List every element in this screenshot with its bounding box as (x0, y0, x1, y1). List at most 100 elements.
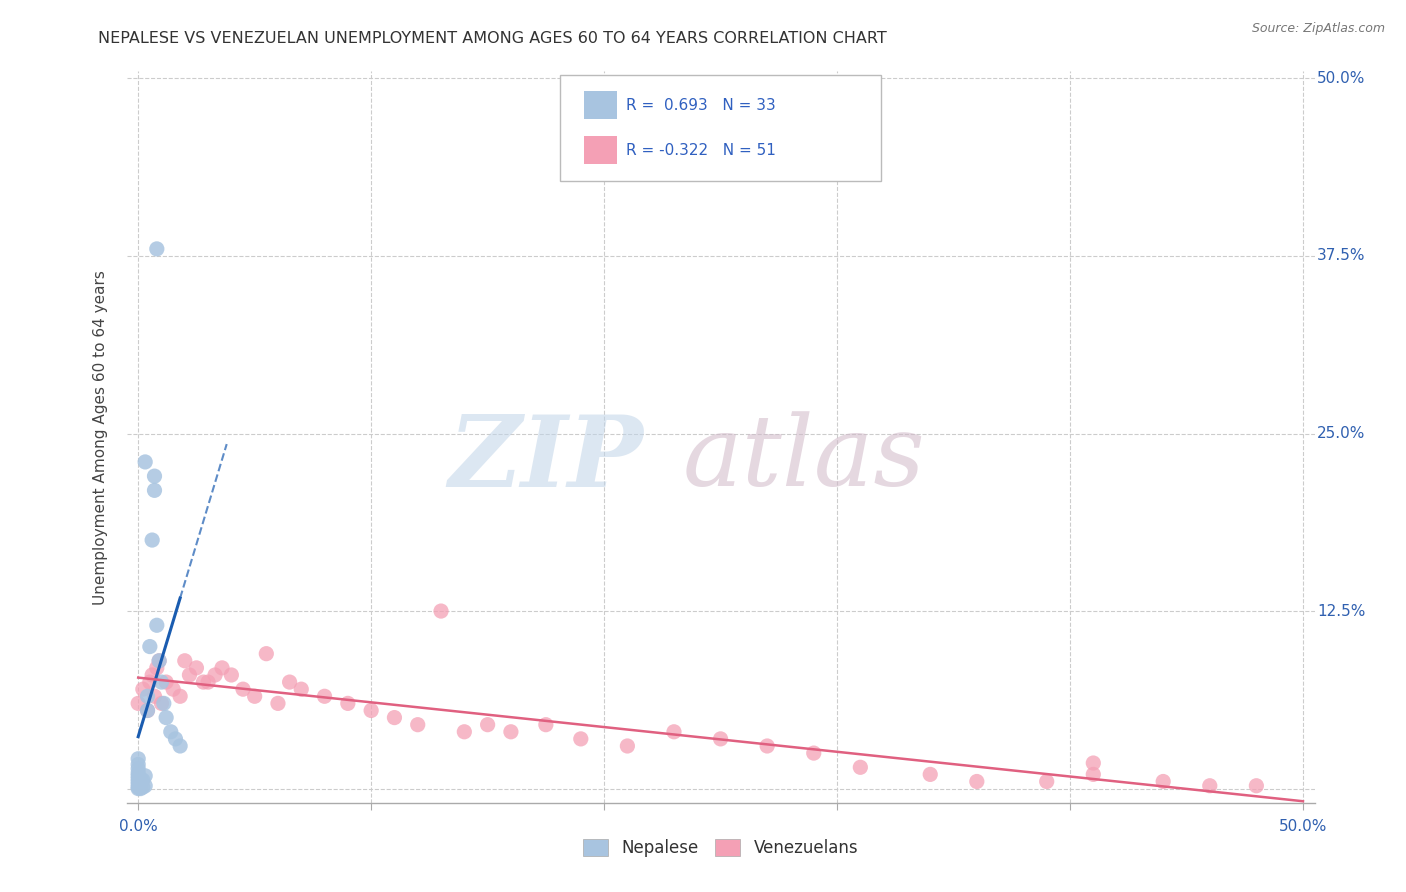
Point (129, 776, 152, 790)
Point (197, 675, 219, 690)
Point (569, 731, 592, 746)
Point (920, 767, 942, 781)
Point (662, 724, 685, 739)
Point (134, 455, 156, 469)
Point (221, 668, 243, 682)
Point (710, 731, 733, 746)
Point (616, 739, 638, 753)
Point (150, 697, 173, 711)
Point (966, 774, 988, 789)
Point (155, 675, 177, 690)
Point (148, 654, 170, 668)
Text: 50.0%: 50.0% (1317, 71, 1365, 86)
Point (278, 675, 301, 690)
Point (136, 704, 159, 718)
Point (165, 731, 187, 746)
Point (254, 647, 277, 661)
Text: 50.0%: 50.0% (1279, 819, 1327, 834)
Point (150, 675, 173, 690)
Point (141, 668, 163, 682)
Point (186, 661, 208, 675)
Point (129, 772, 152, 786)
Point (148, 654, 170, 668)
Point (127, 752, 149, 766)
Point (127, 762, 149, 776)
Point (477, 717, 499, 731)
Point (136, 690, 159, 704)
Y-axis label: Unemployment Among Ages 60 to 64 years: Unemployment Among Ages 60 to 64 years (93, 269, 108, 605)
Point (169, 690, 191, 704)
Point (127, 766, 149, 780)
Point (193, 675, 215, 690)
Legend: Nepalese, Venezuelans: Nepalese, Venezuelans (576, 832, 865, 864)
Point (146, 661, 169, 675)
Point (127, 781, 149, 796)
Point (803, 746, 825, 760)
Text: atlas: atlas (682, 411, 925, 507)
Point (1246, 779, 1268, 793)
Text: 25.0%: 25.0% (1317, 426, 1365, 441)
Point (232, 682, 254, 697)
Point (141, 533, 163, 547)
Point (849, 760, 872, 774)
Point (143, 690, 166, 704)
Point (756, 739, 779, 753)
FancyBboxPatch shape (560, 75, 882, 181)
Text: 0.0%: 0.0% (120, 819, 157, 834)
Point (384, 710, 406, 724)
Point (1083, 767, 1105, 781)
Point (127, 757, 149, 772)
Point (159, 724, 181, 739)
Point (139, 675, 162, 690)
Point (1152, 774, 1174, 789)
Point (169, 739, 191, 753)
Text: R = -0.322   N = 51: R = -0.322 N = 51 (626, 143, 775, 158)
Point (127, 777, 149, 791)
Text: 37.5%: 37.5% (1317, 249, 1365, 263)
Point (132, 780, 155, 794)
Point (211, 661, 233, 675)
Point (1198, 779, 1220, 793)
Point (146, 618, 169, 632)
Point (243, 690, 266, 704)
Text: R =  0.693   N = 33: R = 0.693 N = 33 (626, 97, 775, 112)
Point (162, 682, 184, 697)
Point (499, 724, 522, 739)
Text: NEPALESE VS VENEZUELAN UNEMPLOYMENT AMONG AGES 60 TO 64 YEARS CORRELATION CHART: NEPALESE VS VENEZUELAN UNEMPLOYMENT AMON… (98, 31, 887, 46)
Point (146, 242, 169, 256)
Text: 12.5%: 12.5% (1317, 604, 1365, 618)
Point (430, 604, 453, 618)
Point (134, 779, 156, 793)
Point (127, 769, 149, 783)
Text: ZIP: ZIP (449, 411, 644, 508)
Point (143, 483, 166, 498)
Point (179, 668, 201, 682)
Point (127, 697, 149, 711)
Point (155, 710, 177, 724)
Point (314, 690, 336, 704)
Point (453, 724, 475, 739)
Point (336, 697, 359, 711)
Point (173, 654, 195, 668)
Point (127, 774, 149, 789)
Point (134, 769, 156, 783)
Point (1083, 756, 1105, 770)
Point (360, 704, 382, 718)
Point (290, 682, 312, 697)
Point (136, 704, 159, 718)
Point (132, 682, 155, 697)
Point (1035, 774, 1057, 789)
Text: Source: ZipAtlas.com: Source: ZipAtlas.com (1251, 22, 1385, 36)
Point (127, 772, 149, 786)
Point (406, 717, 429, 731)
FancyBboxPatch shape (583, 91, 617, 119)
Point (143, 469, 166, 483)
Point (204, 668, 226, 682)
Point (267, 697, 290, 711)
Point (153, 697, 176, 711)
Point (534, 717, 557, 731)
FancyBboxPatch shape (583, 136, 617, 164)
Point (139, 640, 162, 654)
Point (127, 780, 149, 794)
Point (132, 773, 155, 788)
